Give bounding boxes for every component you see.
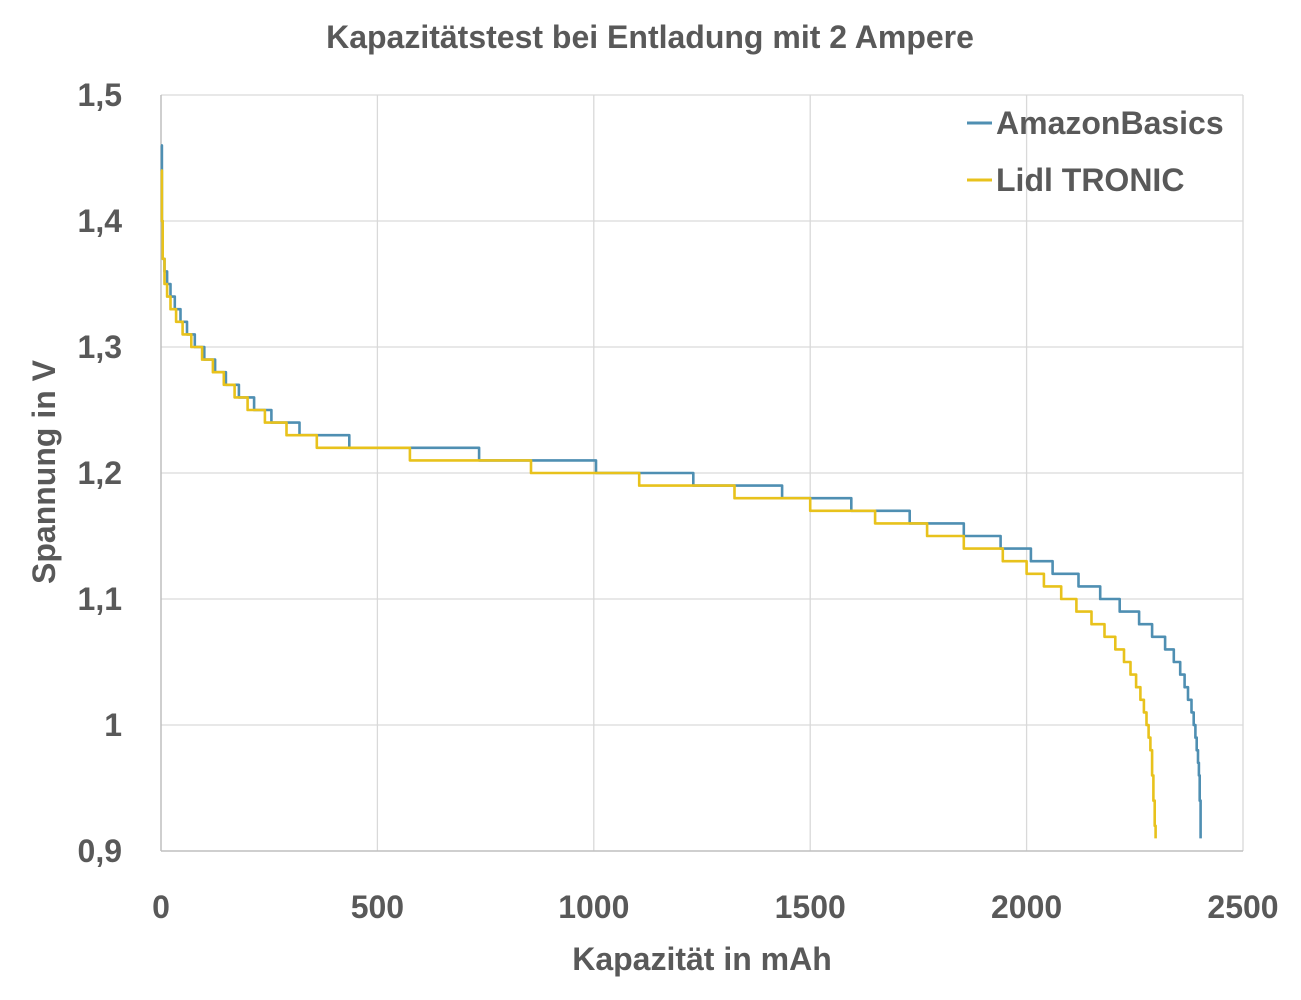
x-tick-label: 0 (152, 889, 170, 925)
x-tick-label: 1000 (558, 889, 629, 925)
series-line-amazonbasics (160, 144, 1202, 839)
x-tick-label: 500 (351, 889, 404, 925)
legend-label-amazonbasics: AmazonBasics (996, 105, 1224, 141)
grid-lines (161, 94, 1244, 851)
x-tick-label: 2500 (1207, 889, 1278, 925)
x-tick-label: 2000 (991, 889, 1062, 925)
chart-title: Kapazitätstest bei Entladung mit 2 Amper… (326, 19, 974, 55)
x-axis-title: Kapazität in mAh (572, 941, 832, 977)
y-tick-label: 1 (104, 707, 122, 743)
series-lines (160, 144, 1202, 839)
x-tick-label: 1500 (775, 889, 846, 925)
legend: AmazonBasics Lidl TRONIC (967, 105, 1224, 198)
y-tick-label: 1,3 (78, 329, 122, 365)
tick-labels: 0,9 1 1,1 1,2 1,3 1,4 1,5 0 500 1000 1500 2000 2500 (78, 77, 1279, 925)
y-tick-label: 1,5 (78, 77, 122, 113)
y-axis-title: Spannung in V (26, 359, 62, 584)
y-tick-label: 0,9 (78, 833, 122, 869)
y-tick-label: 1,2 (78, 455, 122, 491)
series-line-lidl-tronic (160, 169, 1157, 839)
legend-label-lidl-tronic: Lidl TRONIC (996, 162, 1184, 198)
y-tick-label: 1,1 (78, 581, 122, 617)
y-tick-label: 1,4 (78, 203, 123, 239)
